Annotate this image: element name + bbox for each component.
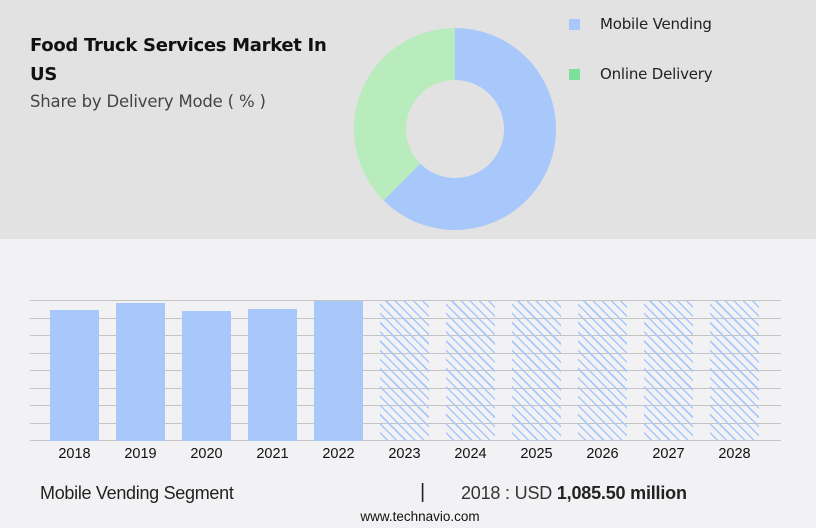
bar-2019 (116, 303, 165, 441)
bar-2026 (578, 301, 627, 441)
x-tick-label: 2025 (520, 446, 553, 462)
legend-label: Mobile Vending (600, 15, 712, 33)
x-tick-label: 2023 (388, 446, 421, 462)
legend-label: Online Delivery (600, 65, 713, 83)
bar-2028 (710, 301, 759, 441)
x-tick-label: 2021 (256, 446, 289, 462)
donut-chart (354, 28, 556, 231)
chart-title: Food Truck Services Market In US (30, 35, 327, 85)
gridline (30, 300, 781, 301)
chart-subtitle: Share by Delivery Mode ( % ) (30, 92, 266, 111)
x-tick-label: 2020 (190, 446, 223, 462)
source-url: www.technavio.com (360, 509, 480, 524)
legend-swatch-online-delivery (569, 68, 580, 80)
top-panel: Food Truck Services Market In US Share b… (0, 0, 816, 239)
x-tick-label: 2028 (718, 446, 751, 462)
x-tick-label: 2022 (322, 446, 355, 462)
legend-swatch-mobile-vending (569, 18, 580, 30)
segment-value: 2018 : USD 1,085.50 million (461, 483, 687, 504)
legend-item-mobile-vending: Mobile Vending (569, 13, 712, 35)
legend: Mobile Vending Online Delivery (569, 13, 713, 113)
bar-chart (30, 300, 781, 441)
legend-item-online-delivery: Online Delivery (569, 63, 713, 85)
bar-2023 (380, 301, 429, 441)
bar-2025 (512, 301, 561, 441)
bar-2021 (248, 309, 297, 441)
x-tick-label: 2018 (58, 446, 91, 462)
bar-2027 (644, 301, 693, 441)
x-tick-label: 2019 (124, 446, 157, 462)
segment-value-prefix: 2018 : USD (461, 483, 553, 503)
donut-slice-mobile-vending (383, 28, 556, 231)
x-tick-label: 2024 (454, 446, 487, 462)
footer-separator: | (420, 481, 426, 503)
segment-value-amount: 1,085.50 million (556, 483, 687, 503)
bar-2024 (446, 301, 495, 441)
bar-2020 (182, 311, 231, 441)
x-tick-label: 2026 (586, 446, 619, 462)
donut-slice-online-delivery (354, 28, 455, 201)
segment-label: Mobile Vending Segment (40, 483, 234, 503)
bar-2018 (50, 310, 99, 441)
x-tick-label: 2027 (652, 446, 685, 462)
bar-2022 (314, 301, 363, 441)
